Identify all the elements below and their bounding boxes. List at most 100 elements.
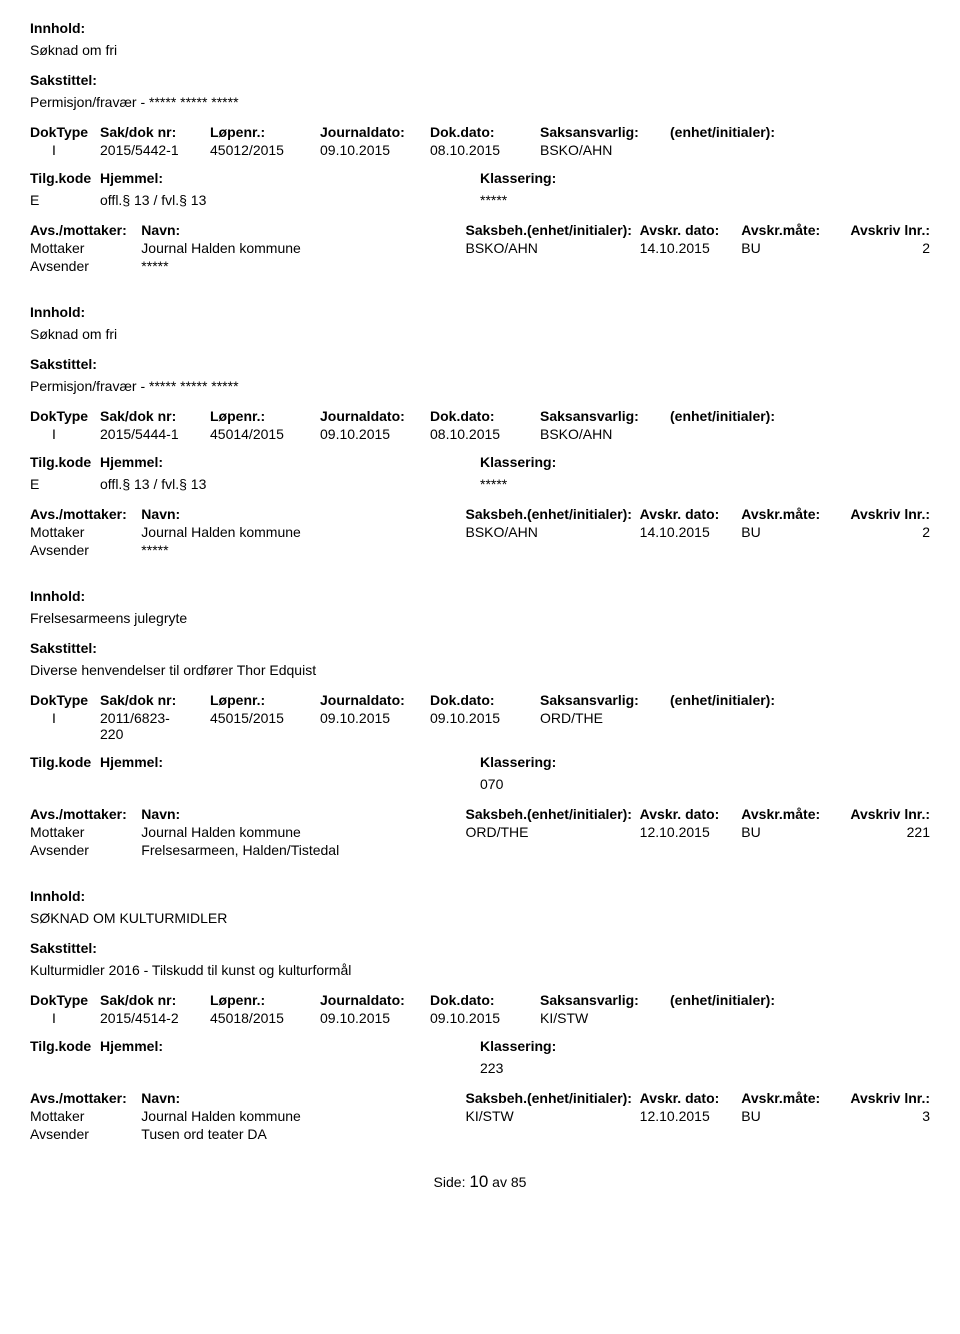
part-role: Avsender (30, 1126, 141, 1142)
journaldato-value: 09.10.2015 (320, 710, 430, 742)
sakstittel-value: Permisjon/fravær - ***** ***** ***** (30, 94, 930, 110)
klassering-value: 223 (480, 1060, 680, 1076)
enhet-label: (enhet/initialer): (670, 124, 830, 140)
journal-entry: Innhold: Søknad om fri Sakstittel: Permi… (30, 20, 930, 274)
lopenr-label: Løpenr.: (210, 992, 320, 1008)
journal-entry: Innhold: Søknad om fri Sakstittel: Permi… (30, 304, 930, 558)
saksansvarlig-label: Saksansvarlig: (540, 992, 670, 1008)
doktype-label: DokType (30, 124, 100, 140)
part-avskrdato (640, 1126, 742, 1142)
meta-data-row: I 2015/5444-1 45014/2015 09.10.2015 08.1… (30, 426, 930, 442)
hjemmel-value (100, 776, 480, 792)
part-row: Avsender Tusen ord teater DA (30, 1126, 930, 1142)
innhold-label: Innhold: (30, 888, 930, 904)
lopenr-label: Løpenr.: (210, 692, 320, 708)
part-avskrlnr: 221 (838, 824, 930, 840)
part-avskrlnr (838, 842, 930, 858)
avsmottaker-label: Avs./mottaker: (30, 806, 141, 822)
avskrlnr-label: Avskriv lnr.: (838, 222, 930, 238)
part-saksbeh: BSKO/AHN (465, 240, 639, 256)
saknr-label: Sak/dok nr: (100, 692, 210, 708)
avskrlnr-label: Avskriv lnr.: (838, 506, 930, 522)
doktype-label: DokType (30, 992, 100, 1008)
doktype-value: I (30, 710, 100, 742)
klass-data-row: 070 (30, 776, 930, 792)
part-avskrmate (741, 1126, 838, 1142)
avsmottaker-label: Avs./mottaker: (30, 1090, 141, 1106)
doktype-value: I (30, 1010, 100, 1026)
journal-entry: Innhold: SØKNAD OM KULTURMIDLER Sakstitt… (30, 888, 930, 1142)
tilgkode-label: Tilg.kode (30, 1038, 100, 1054)
part-row: Avsender Frelsesarmeen, Halden/Tistedal (30, 842, 930, 858)
avsmottaker-label: Avs./mottaker: (30, 506, 141, 522)
part-avskrdato: 14.10.2015 (640, 240, 742, 256)
part-role: Avsender (30, 542, 141, 558)
part-saksbeh: BSKO/AHN (465, 524, 639, 540)
part-avskrmate: BU (741, 824, 838, 840)
journaldato-label: Journaldato: (320, 408, 430, 424)
part-navn: Tusen ord teater DA (141, 1126, 465, 1142)
meta-data-row: I 2015/4514-2 45018/2015 09.10.2015 09.1… (30, 1010, 930, 1026)
hjemmel-label: Hjemmel: (100, 170, 480, 186)
innhold-value: SØKNAD OM KULTURMIDLER (30, 910, 930, 926)
sakstittel-label: Sakstittel: (30, 72, 930, 88)
sakstittel-value: Kulturmidler 2016 - Tilskudd til kunst o… (30, 962, 930, 978)
enhet-label: (enhet/initialer): (670, 408, 830, 424)
tilgkode-value (30, 1060, 100, 1076)
meta-header-row: DokType Sak/dok nr: Løpenr.: Journaldato… (30, 124, 930, 140)
innhold-label: Innhold: (30, 304, 930, 320)
meta-header-row: DokType Sak/dok nr: Løpenr.: Journaldato… (30, 992, 930, 1008)
part-navn: Journal Halden kommune (141, 240, 465, 256)
tilgkode-value (30, 776, 100, 792)
parts-header-row: Avs./mottaker: Navn: Saksbeh.(enhet/init… (30, 1090, 930, 1106)
part-role: Avsender (30, 258, 141, 274)
klass-data-row: E offl.§ 13 / fvl.§ 13 ***** (30, 192, 930, 208)
klassering-label: Klassering: (480, 454, 680, 470)
journaldato-value: 09.10.2015 (320, 1010, 430, 1026)
part-row: Avsender ***** (30, 258, 930, 274)
dokdato-label: Dok.dato: (430, 408, 540, 424)
part-avskrlnr: 3 (838, 1108, 930, 1124)
saknr-value: 2011/6823-220 (100, 710, 210, 742)
enhet-value (670, 142, 830, 158)
saksansvarlig-label: Saksansvarlig: (540, 124, 670, 140)
klass-header-row: Tilg.kode Hjemmel: Klassering: (30, 754, 930, 776)
innhold-label: Innhold: (30, 20, 930, 36)
avskrmate-label: Avskr.måte: (741, 506, 838, 522)
enhet-value (670, 710, 830, 742)
part-navn: Journal Halden kommune (141, 824, 465, 840)
enhet-label: (enhet/initialer): (670, 692, 830, 708)
hjemmel-value: offl.§ 13 / fvl.§ 13 (100, 192, 480, 208)
klass-data-row: 223 (30, 1060, 930, 1076)
saksansvarlig-value: ORD/THE (540, 710, 670, 742)
doktype-label: DokType (30, 692, 100, 708)
part-role: Avsender (30, 842, 141, 858)
part-role: Mottaker (30, 824, 141, 840)
saksansvarlig-value: BSKO/AHN (540, 142, 670, 158)
avskrdato-label: Avskr. dato: (640, 1090, 742, 1106)
doktype-label: DokType (30, 408, 100, 424)
part-navn: Journal Halden kommune (141, 524, 465, 540)
part-avskrmate: BU (741, 524, 838, 540)
saksbeh-label: Saksbeh.(enhet/initialer): (465, 506, 639, 522)
avskrmate-label: Avskr.måte: (741, 1090, 838, 1106)
enhet-value (670, 1010, 830, 1026)
dokdato-label: Dok.dato: (430, 692, 540, 708)
innhold-value: Frelsesarmeens julegryte (30, 610, 930, 626)
avskrlnr-label: Avskriv lnr.: (838, 1090, 930, 1106)
part-saksbeh (465, 542, 639, 558)
avskrmate-label: Avskr.måte: (741, 222, 838, 238)
part-row: Mottaker Journal Halden kommune KI/STW 1… (30, 1108, 930, 1124)
klassering-value: ***** (480, 476, 680, 492)
part-row: Mottaker Journal Halden kommune ORD/THE … (30, 824, 930, 840)
part-role: Mottaker (30, 240, 141, 256)
parts-header-row: Avs./mottaker: Navn: Saksbeh.(enhet/init… (30, 806, 930, 822)
av-label: av (492, 1174, 507, 1190)
meta-data-row: I 2011/6823-220 45015/2015 09.10.2015 09… (30, 710, 930, 742)
avskrdato-label: Avskr. dato: (640, 806, 742, 822)
part-avskrdato (640, 542, 742, 558)
innhold-label: Innhold: (30, 588, 930, 604)
part-avskrmate (741, 542, 838, 558)
side-label: Side: (434, 1174, 466, 1190)
klassering-value: ***** (480, 192, 680, 208)
